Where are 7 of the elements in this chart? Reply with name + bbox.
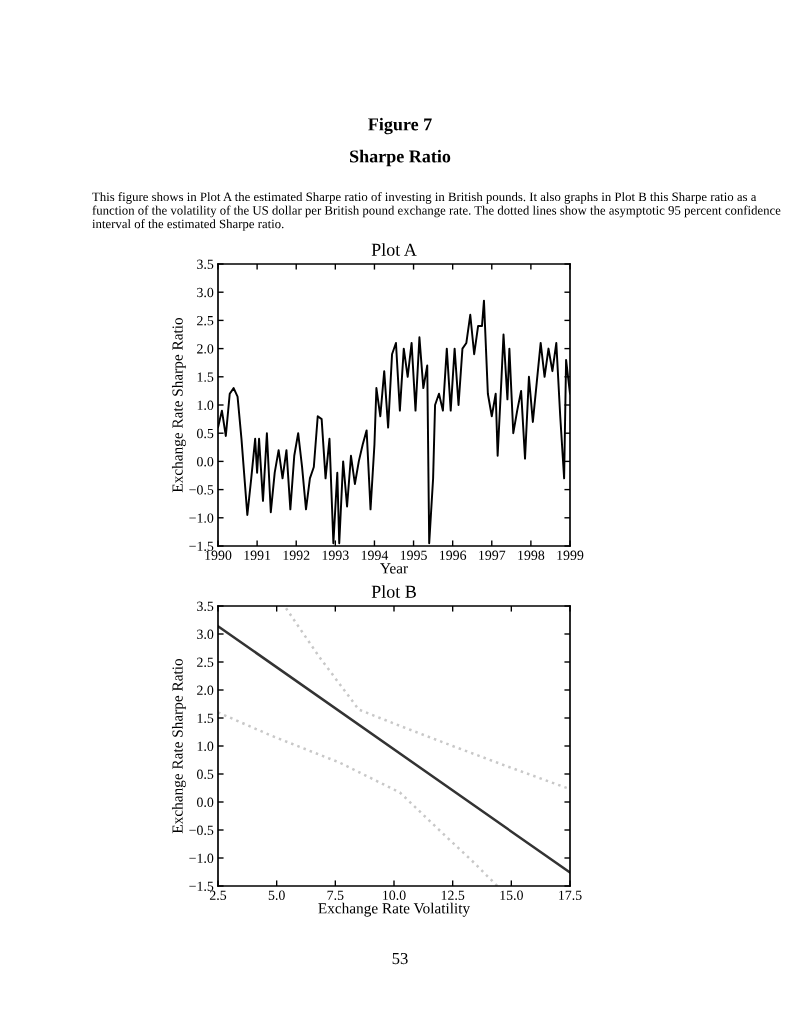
chart-title: Plot B [371,585,416,598]
text: Sharpe Ratio [350,149,451,167]
line-series [284,606,570,791]
line-series [218,711,499,886]
text: 53 [392,952,408,965]
chart-title: Plot A [371,243,417,256]
caption: Figure 7 [368,117,432,135]
